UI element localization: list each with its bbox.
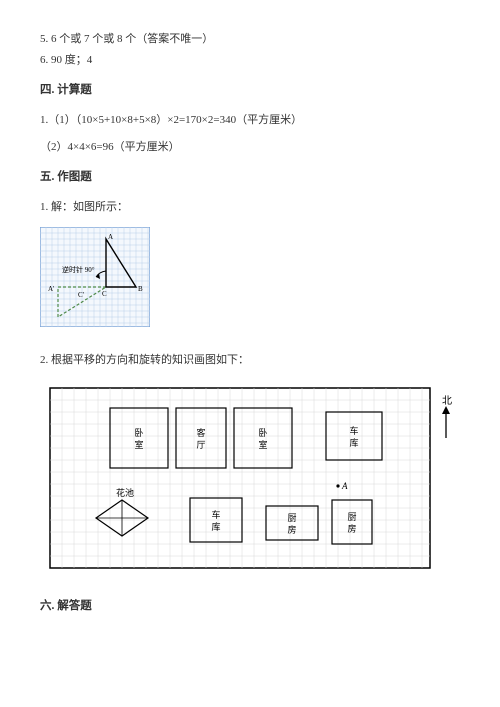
section-4-p1: 1.（1）（10×5+10×8+5×8）×2=170×2=340（平方厘米）: [40, 111, 460, 130]
svg-text:花池: 花池: [116, 487, 134, 498]
section-6-title: 六. 解答题: [40, 597, 460, 617]
answer-line-6: 6. 90 度；4: [40, 51, 460, 70]
svg-text:A': A': [48, 285, 54, 293]
svg-text:A: A: [108, 233, 113, 241]
svg-text:卧: 卧: [258, 427, 267, 438]
section-4-title: 四. 计算题: [40, 81, 460, 101]
svg-text:房: 房: [347, 523, 356, 534]
section-5-p2: 2. 根据平移的方向和旋转的知识画图如下：: [40, 351, 460, 370]
svg-text:厨: 厨: [347, 512, 356, 522]
svg-text:室: 室: [134, 439, 143, 450]
figure-2: 卧室客厅卧室车库车库厨房厨房花池A北: [40, 383, 460, 573]
svg-text:厅: 厅: [196, 440, 205, 450]
svg-text:车: 车: [349, 425, 358, 436]
svg-text:C': C': [78, 291, 84, 299]
figure-1: A B C A' C' 逆时针 90°: [40, 227, 460, 327]
svg-text:卧: 卧: [134, 427, 143, 438]
svg-text:厨: 厨: [287, 513, 296, 523]
svg-text:北: 北: [442, 395, 452, 407]
section-5-p1: 1. 解：如图所示：: [40, 198, 460, 217]
svg-text:房: 房: [287, 524, 296, 535]
svg-text:A: A: [341, 481, 348, 491]
section-4-p2: （2）4×4×6=96（平方厘米）: [40, 138, 460, 157]
svg-text:库: 库: [211, 521, 220, 532]
svg-text:C: C: [102, 290, 107, 298]
svg-text:客: 客: [196, 427, 205, 438]
svg-text:车: 车: [211, 509, 220, 520]
section-5-title: 五. 作图题: [40, 168, 460, 188]
svg-text:库: 库: [349, 437, 358, 448]
svg-text:逆时针 90°: 逆时针 90°: [62, 265, 95, 274]
svg-text:室: 室: [258, 439, 267, 450]
svg-text:B: B: [138, 285, 143, 293]
answer-line-5: 5. 6 个或 7 个或 8 个（答案不唯一）: [40, 30, 460, 49]
